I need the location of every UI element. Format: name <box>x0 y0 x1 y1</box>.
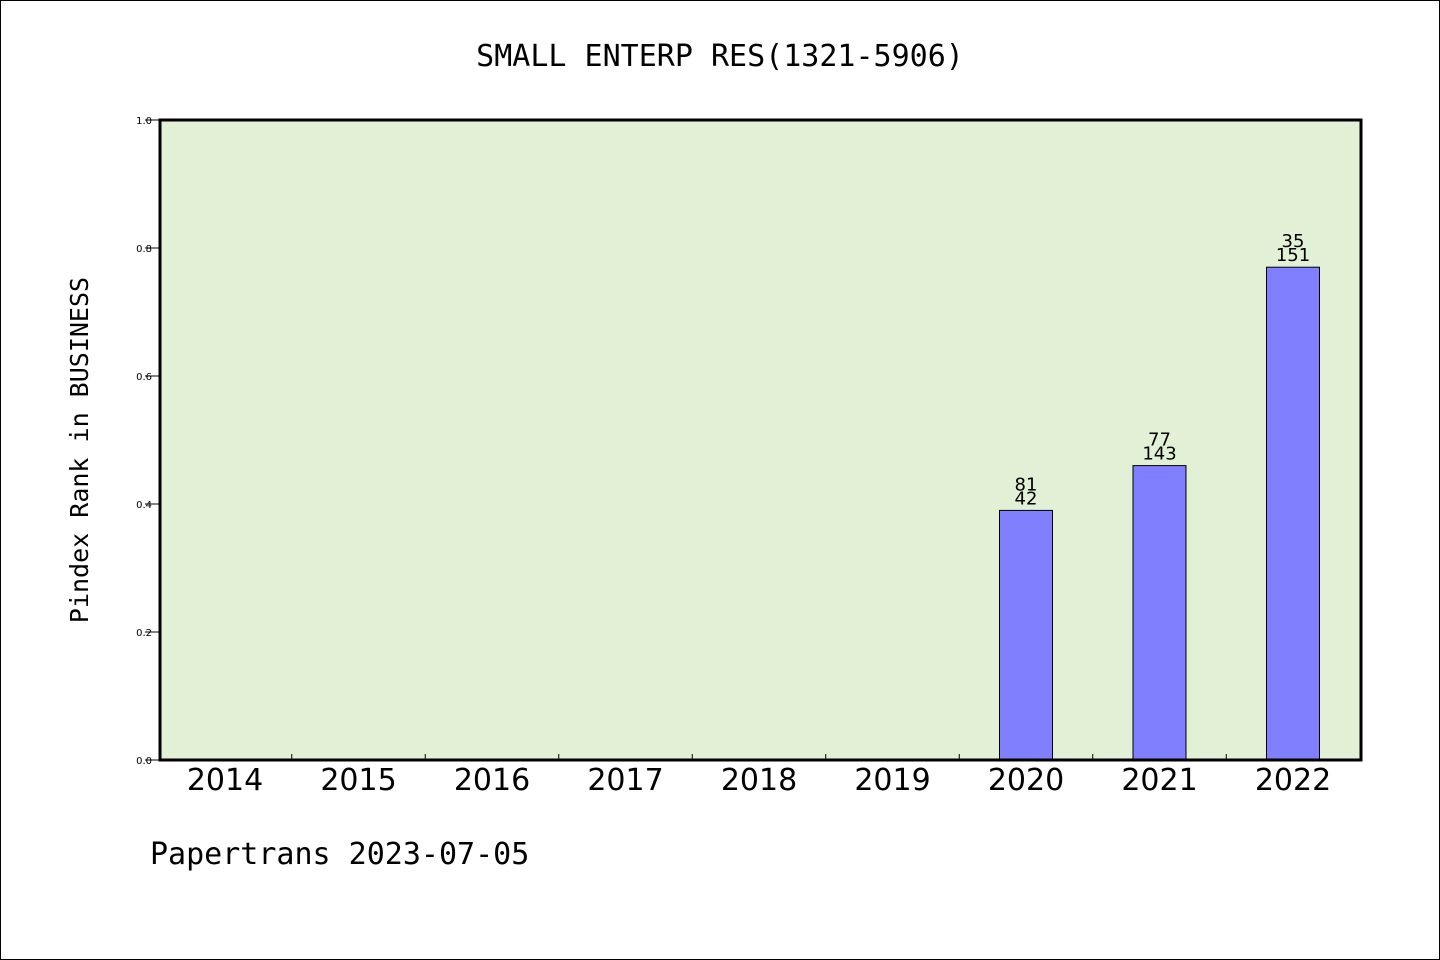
x-tick-label: 2019 <box>854 763 930 798</box>
data-label-bottom: 143 <box>1142 444 1176 465</box>
data-label-top: 81 <box>1015 474 1038 495</box>
x-tick-label: 2014 <box>187 763 263 798</box>
data-label-bottom: 42 <box>1015 488 1038 509</box>
data-label-bottom: 151 <box>1276 245 1310 266</box>
y-tick-label: 0.6 <box>136 372 152 383</box>
x-tick-label: 2021 <box>1121 763 1197 798</box>
bar-2021 <box>1132 465 1187 761</box>
y-tick-label: 0.4 <box>136 500 152 511</box>
y-axis-label: Pindex Rank in BUSINESS <box>65 277 94 623</box>
data-label-top: 77 <box>1148 430 1171 451</box>
x-tick-label: 2016 <box>454 763 530 798</box>
x-tick-label: 2022 <box>1255 763 1331 798</box>
x-ticks-group: 2014 2015 2016 2017 2018 2019 2020 2021 2022 <box>187 754 1331 798</box>
chart-title: SMALL ENTERP RES(1321-5906) <box>476 39 964 74</box>
footer-note: Papertrans 2023-07-05 <box>150 837 529 872</box>
y-tick-label: 0.8 <box>136 244 152 255</box>
y-tick-label: 0.0 <box>136 756 152 767</box>
y-tick-label: 0.2 <box>136 628 152 639</box>
bar-2020 <box>999 509 1053 761</box>
x-tick-label: 2018 <box>721 763 797 798</box>
bar-2022 <box>1266 266 1320 761</box>
y-ticks-group: 0.0 0.2 0.4 0.6 0.8 1.0 <box>136 116 159 767</box>
x-tick-label: 2017 <box>587 763 663 798</box>
x-tick-label: 2015 <box>320 763 396 798</box>
y-tick-label: 1.0 <box>136 116 152 127</box>
x-tick-label: 2020 <box>988 763 1064 798</box>
bars-group <box>999 266 1320 761</box>
data-label-top: 35 <box>1282 231 1305 252</box>
plot-border <box>158 118 1363 762</box>
